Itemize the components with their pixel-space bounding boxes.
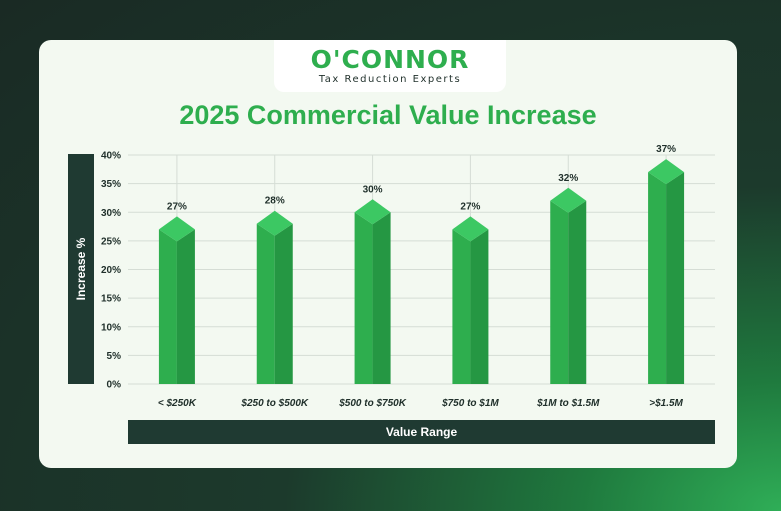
bar: [648, 159, 685, 384]
bar-left-face: [648, 172, 667, 384]
x-tick-label: $750 to $1M: [441, 398, 499, 409]
bar-top-face: [354, 199, 391, 225]
y-tick-label: 40%: [101, 151, 121, 162]
x-tick-label: >$1.5M: [649, 398, 683, 409]
bar-value-label: 27%: [460, 201, 480, 212]
y-tick-label: 20%: [101, 265, 121, 276]
y-tick-label: 0%: [107, 380, 122, 391]
bar-right-face: [470, 229, 489, 384]
bar: [354, 199, 391, 384]
bar-top-face: [158, 216, 195, 242]
x-axis-label: Value Range: [385, 425, 458, 439]
y-tick-label: 30%: [101, 208, 121, 219]
bar-right-face: [666, 172, 685, 384]
y-tick-label: 10%: [101, 322, 121, 333]
logo-tagline: Tax Reduction Experts: [318, 74, 462, 85]
x-tick-label: < $250K: [158, 398, 197, 409]
bar-top-face: [256, 210, 293, 236]
y-tick-label: 25%: [101, 236, 121, 247]
bar-right-face: [372, 212, 391, 384]
y-axis-label-band: [68, 154, 94, 384]
bar-left-face: [158, 229, 177, 384]
logo-tab: [274, 40, 506, 92]
bar-right-face: [176, 229, 195, 384]
bar-right-face: [568, 200, 587, 384]
bar-left-face: [354, 212, 373, 384]
bar-right-face: [274, 223, 293, 384]
bar-top-face: [648, 159, 685, 185]
y-tick-label: 5%: [107, 351, 122, 362]
bar-left-face: [256, 223, 275, 384]
x-tick-label: $250 to $500K: [240, 398, 308, 409]
bar: [452, 216, 489, 384]
y-tick-label: 35%: [101, 179, 121, 190]
y-tick-label: 15%: [101, 294, 121, 305]
bar-value-label: 30%: [363, 184, 383, 195]
bar-value-label: 32%: [558, 173, 578, 184]
x-tick-label: $1M to $1.5M: [536, 398, 600, 409]
bar-value-label: 28%: [265, 196, 285, 207]
bar-value-label: 27%: [167, 201, 187, 212]
bar-left-face: [452, 229, 471, 384]
chart-title: 2025 Commercial Value Increase: [179, 100, 597, 130]
bar: [158, 216, 195, 384]
bar-value-label: 37%: [656, 144, 676, 155]
x-axis-label-band: [128, 420, 715, 444]
bar-left-face: [550, 200, 569, 384]
bar-top-face: [452, 216, 489, 242]
bar-top-face: [550, 187, 587, 213]
bar: [256, 210, 293, 384]
x-tick-label: $500 to $750K: [338, 398, 406, 409]
logo: O'CONNOR: [310, 45, 470, 74]
bar: [550, 187, 587, 384]
